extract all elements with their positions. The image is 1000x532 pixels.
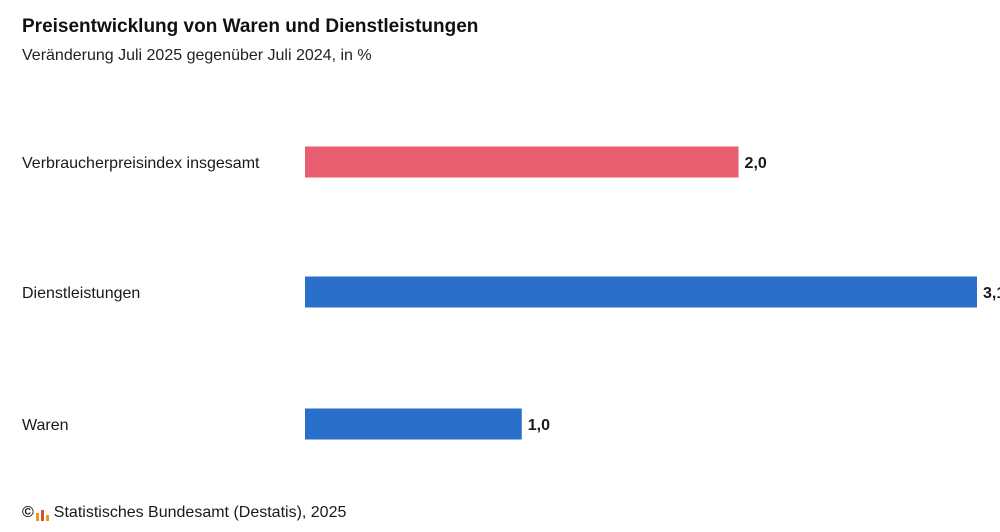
chart-title: Preisentwicklung von Waren und Dienstlei… [22,16,479,37]
category-label-dienstleistungen: Dienstleistungen [22,285,140,302]
value-label-waren: 1,0 [528,417,550,434]
destatis-logo-icon [35,509,49,521]
bar-verbraucherpreisindex-insgesamt [305,146,739,178]
source-footer: © Statistisches Bundesamt (Destatis), 20… [22,504,346,522]
chart-subtitle: Veränderung Juli 2025 gegenüber Juli 202… [22,47,372,64]
value-label-verbraucherpreisindex-insgesamt: 2,0 [745,155,767,172]
value-label-dienstleistungen: 3,1 [983,285,1000,302]
category-label-waren: Waren [22,417,69,434]
bar-dienstleistungen [305,276,977,308]
category-label-verbraucherpreisindex-insgesamt: Verbraucherpreisindex insgesamt [22,155,260,172]
bar-waren [305,408,522,440]
source-text: Statistisches Bundesamt (Destatis), 2025 [53,504,347,521]
copyright-symbol: © [22,504,34,521]
